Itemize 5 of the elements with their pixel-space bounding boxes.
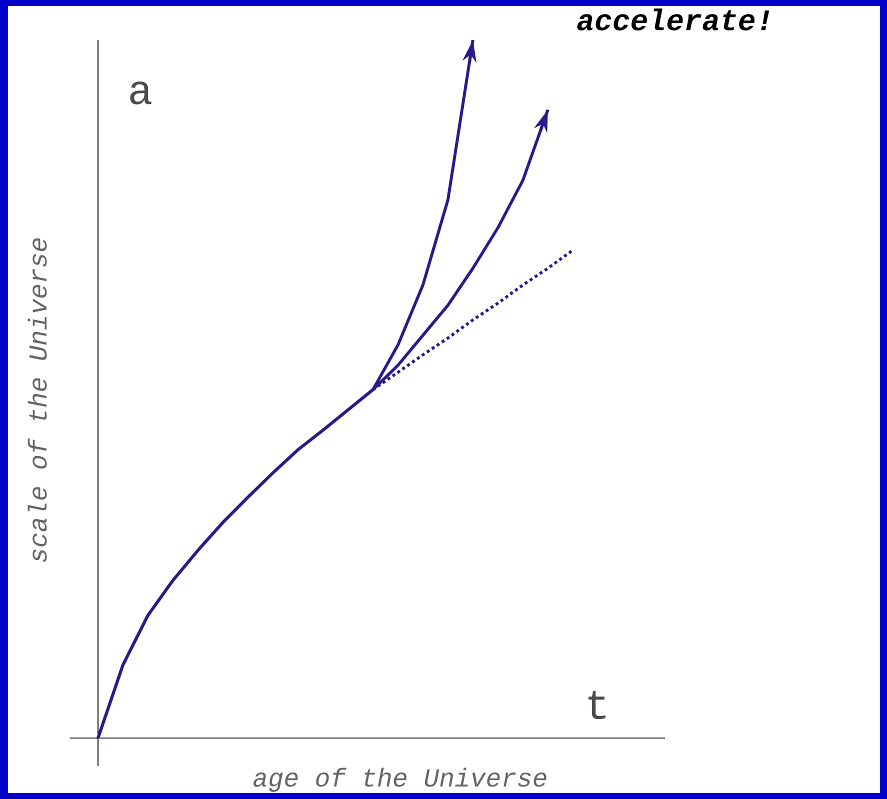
x-axis-title: age of the Universe	[253, 768, 546, 792]
text: t	[588, 690, 606, 720]
y-axis-title: scale of the Universe	[28, 238, 47, 562]
annotation: a	[130, 82, 152, 104]
text: accelerate!	[577, 8, 770, 30]
